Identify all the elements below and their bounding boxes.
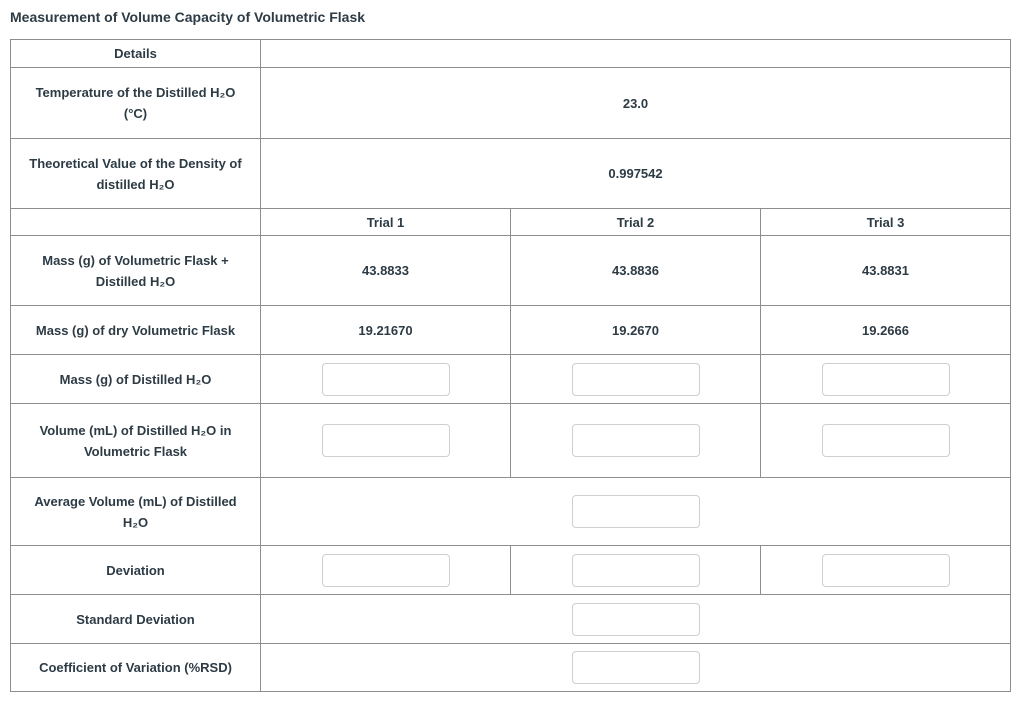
mass-water-trial3-cell	[759, 354, 1012, 404]
standard-deviation-cell	[259, 594, 1012, 644]
density-value: 0.997542	[259, 138, 1012, 209]
row-label-mass-dry-flask: Mass (g) of dry Volumetric Flask	[10, 305, 261, 355]
mass-dry-flask-trial3-value: 19.2666	[759, 305, 1012, 355]
mass-flask-water-trial1-value: 43.8833	[260, 235, 511, 306]
row-label-temperature: Temperature of the Distilled H₂O (°C)	[10, 67, 261, 139]
average-volume-cell	[259, 477, 1012, 546]
row-label-average-volume: Average Volume (mL) of Distilled H₂O	[10, 477, 261, 546]
table-row: Mass (g) of Distilled H₂O	[10, 354, 1012, 404]
table-row: Temperature of the Distilled H₂O (°C) 23…	[10, 67, 1012, 139]
row-label-standard-deviation: Standard Deviation	[10, 594, 261, 644]
deviation-trial1-cell	[260, 545, 511, 595]
temperature-value: 23.0	[259, 67, 1012, 139]
row-label-volume-water: Volume (mL) of Distilled H₂O in Volumetr…	[10, 403, 261, 478]
deviation-trial2-input[interactable]	[571, 553, 700, 587]
mass-dry-flask-trial2-value: 19.2670	[510, 305, 761, 355]
table-row: Mass (g) of Volumetric Flask + Distilled…	[10, 235, 1012, 306]
volume-water-trial3-input[interactable]	[821, 424, 950, 457]
table-row: Deviation	[10, 545, 1012, 595]
volume-water-trial2-input[interactable]	[571, 424, 700, 457]
trial1-header: Trial 1	[260, 208, 511, 236]
table-row: Coefficient of Variation (%RSD)	[10, 643, 1012, 692]
row-label-deviation: Deviation	[10, 545, 261, 595]
mass-dry-flask-trial1-value: 19.21670	[260, 305, 511, 355]
mass-flask-water-trial2-value: 43.8836	[510, 235, 761, 306]
table-row: Theoretical Value of the Density of dist…	[10, 138, 1012, 209]
table-row: Volume (mL) of Distilled H₂O in Volumetr…	[10, 403, 1012, 478]
mass-water-trial3-input[interactable]	[821, 362, 950, 396]
deviation-trial1-input[interactable]	[321, 553, 450, 587]
row-label-cv: Coefficient of Variation (%RSD)	[10, 643, 261, 692]
row-label-mass-water: Mass (g) of Distilled H₂O	[10, 354, 261, 404]
table-row: Trial 1 Trial 2 Trial 3	[10, 208, 1012, 236]
mass-water-trial2-input[interactable]	[571, 362, 700, 396]
table-row: Details	[10, 39, 1012, 68]
volume-water-trial3-cell	[759, 403, 1012, 478]
mass-water-trial1-input[interactable]	[321, 362, 450, 396]
volume-water-trial1-cell	[260, 403, 511, 478]
trial2-header: Trial 2	[510, 208, 761, 236]
mass-water-trial2-cell	[510, 354, 761, 404]
table-row: Mass (g) of dry Volumetric Flask 19.2167…	[10, 305, 1012, 355]
details-header-cell: Details	[10, 39, 261, 68]
measurement-table: Details Temperature of the Distilled H₂O…	[10, 39, 1012, 692]
row-label-mass-flask-water: Mass (g) of Volumetric Flask + Distilled…	[10, 235, 261, 306]
deviation-trial2-cell	[510, 545, 761, 595]
table-row: Standard Deviation	[10, 594, 1012, 644]
cv-cell	[259, 643, 1012, 692]
standard-deviation-input[interactable]	[571, 602, 700, 636]
cv-input[interactable]	[571, 651, 700, 684]
page-title: Measurement of Volume Capacity of Volume…	[10, 9, 366, 25]
table-row: Average Volume (mL) of Distilled H₂O	[10, 477, 1012, 546]
trial3-header: Trial 3	[759, 208, 1012, 236]
average-volume-input[interactable]	[571, 495, 700, 528]
details-empty-cell	[259, 39, 1012, 68]
mass-flask-water-trial3-value: 43.8831	[759, 235, 1012, 306]
deviation-trial3-cell	[759, 545, 1012, 595]
trial-header-empty-cell	[10, 208, 261, 236]
mass-water-trial1-cell	[260, 354, 511, 404]
volume-water-trial2-cell	[510, 403, 761, 478]
deviation-trial3-input[interactable]	[821, 553, 950, 587]
row-label-density: Theoretical Value of the Density of dist…	[10, 138, 261, 209]
volume-water-trial1-input[interactable]	[321, 424, 450, 457]
